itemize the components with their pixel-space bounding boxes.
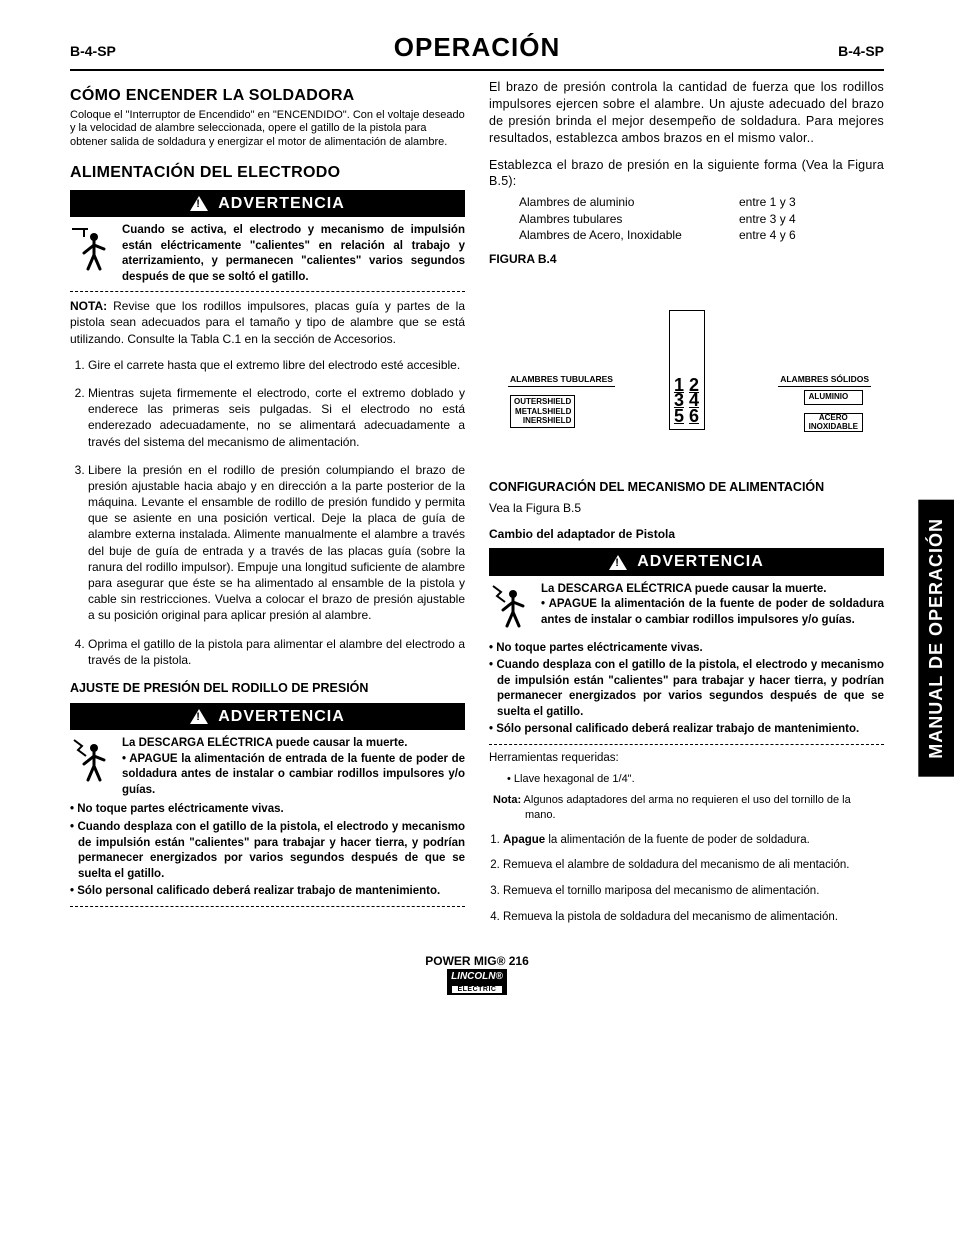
fig-left-labels: OUTERSHIELD METALSHIELD INERSHIELD [510,395,575,428]
warning-text: La DESCARGA ELÉCTRICA puede causar la mu… [541,582,884,637]
list-item: Remueva el tornillo mariposa del mecanis… [503,884,884,900]
setting-value: entre 1 y 3 [739,194,796,210]
table-row: Alambres de Acero, Inoxidableentre 4 y 6 [519,227,884,243]
warning-row: La DESCARGA ELÉCTRICA puede causar la mu… [70,736,465,798]
divider [70,291,465,292]
warning-triangle-icon [609,555,627,570]
page-footer: POWER MIG® 216 LINCOLN®ELECTRIC [70,953,884,995]
subsection-heading: CONFIGURACIÓN DEL MECANISMO DE ALIMENTAC… [489,479,884,496]
brand-logo: LINCOLN®ELECTRIC [70,969,884,995]
warning-text: La DESCARGA ELÉCTRICA puede causar la mu… [122,736,465,798]
warning-bullets: No toque partes eléctricamente vivas. Cu… [70,802,465,899]
list-item: Cuando desplaza con el gatillo de la pis… [70,820,465,882]
list-item: Sólo personal calificado deberá realizar… [489,722,884,738]
tools-item: • Llave hexagonal de 1/4". [507,772,884,787]
setting-label: Alambres de Acero, Inoxidable [519,227,739,243]
list-item: Oprima el gatillo de la pistola para ali… [88,636,465,668]
note-label: Nota: [493,794,521,806]
setting-label: Alambres de aluminio [519,194,739,210]
list-item: No toque partes eléctricamente vivas. [70,802,465,818]
setting-value: entre 3 y 4 [739,211,796,227]
section-heading: ALIMENTACIÓN DEL ELECTRODO [70,162,465,184]
list-item: No toque partes eléctricamente vivas. [489,641,884,657]
warn-line: La DESCARGA ELÉCTRICA puede causar la mu… [541,583,826,595]
list-item: Gire el carrete hasta que el extremo lib… [88,357,465,373]
divider [70,906,465,907]
table-row: Alambres de aluminioentre 1 y 3 [519,194,884,210]
note-block: NOTA: Revise que los rodillos impulsores… [70,298,465,347]
section-heading: CÓMO ENCENDER LA SOLDADORA [70,85,465,107]
warning-triangle-icon [190,196,208,211]
tools-heading: Herramientas requeridas: [489,751,884,767]
warning-label: ADVERTENCIA [218,193,345,215]
intro-text: Coloque el "Interruptor de Encendido" en… [70,109,465,150]
product-name: POWER MIG® 216 [70,953,884,969]
setting-label: Alambres tubulares [519,211,739,227]
subsection-heading: AJUSTE DE PRESIÓN DEL RODILLO DE PRESIÓN [70,680,465,697]
warning-row: La DESCARGA ELÉCTRICA puede causar la mu… [489,582,884,637]
warning-label: ADVERTENCIA [637,551,764,573]
list-item: Libere la presión en el rodillo de presi… [88,462,465,624]
table-row: Alambres tubularesentre 3 y 4 [519,211,884,227]
page-header: B-4-SP OPERACIÓN B-4-SP [70,30,884,71]
fig-right-labels: ALUMINIO ACERO INOXIDABLE [804,390,863,432]
subsection-heading: Cambio del adaptador de Pistola [489,526,884,542]
divider [489,744,884,745]
content-columns: CÓMO ENCENDER LA SOLDADORA Coloque el "I… [70,79,884,935]
warning-label: ADVERTENCIA [218,706,345,728]
shock-person-icon [489,582,533,637]
axis-label-right: ALAMBRES SÓLIDOS [778,374,871,386]
warn-line: APAGUE la alimentación de la fuente de p… [541,598,884,626]
header-left: B-4-SP [70,42,116,61]
header-right: B-4-SP [838,42,884,61]
procedure-list: Gire el carrete hasta que el extremo lib… [70,357,465,668]
warning-triangle-icon [190,709,208,724]
list-item: Remueva la pistola de soldadura del meca… [503,910,884,926]
warning-banner: ADVERTENCIA [489,548,884,576]
warning-row: Cuando se activa, el electrodo y mecanis… [70,223,465,285]
figure-container: FIGURA B.4 ALAMBRES TUBULARES ALAMBRES S… [489,251,884,469]
list-item: Cuando desplaza con el gatillo de la pis… [489,658,884,720]
settings-table: Alambres de aluminioentre 1 y 3 Alambres… [519,194,884,243]
right-column: El brazo de presión controla la cantidad… [489,79,884,935]
list-item: Mientras sujeta firmemente el electrodo,… [88,385,465,450]
list-item: Sólo personal calificado deberá realizar… [70,884,465,900]
list-item: Apague la alimentación de la fuente de p… [503,833,884,849]
page-title: OPERACIÓN [394,30,560,65]
procedure-list: Apague la alimentación de la fuente de p… [489,833,884,925]
setting-value: entre 4 y 6 [739,227,796,243]
body-text: Vea la Figura B.5 [489,500,884,516]
warn-line: APAGUE la alimentación de entrada de la … [122,753,465,796]
note-block: Nota: Algunos adaptadores del arma no re… [489,793,884,823]
body-text: Establezca el brazo de presión en la sig… [489,157,884,191]
note-text: Algunos adaptadores del arma no requiere… [521,794,851,821]
warning-bullets: No toque partes eléctricamente vivas. Cu… [489,641,884,738]
warn-line: La DESCARGA ELÉCTRICA puede causar la mu… [122,737,407,749]
dial-numbers: 1 2 3 4 5 6 [674,378,699,424]
figure-b4: ALAMBRES TUBULARES ALAMBRES SÓLIDOS 1 2 … [489,269,884,469]
warning-banner: ADVERTENCIA [70,190,465,218]
axis-label-left: ALAMBRES TUBULARES [508,374,615,386]
left-column: CÓMO ENCENDER LA SOLDADORA Coloque el "I… [70,79,465,935]
warning-text: Cuando se activa, el electrodo y mecanis… [122,223,465,285]
warning-banner: ADVERTENCIA [70,703,465,731]
figure-label: FIGURA B.4 [489,251,884,267]
shock-person-icon [70,736,114,798]
side-tab: MANUAL DE OPERACIÓN [918,500,954,777]
note-text: Revise que los rodillos impulsores, plac… [70,299,465,345]
shock-person-icon [70,223,114,285]
body-text: El brazo de presión controla la cantidad… [489,79,884,147]
list-item: Remueva el alambre de soldadura del meca… [503,858,884,874]
note-label: NOTA: [70,299,107,313]
